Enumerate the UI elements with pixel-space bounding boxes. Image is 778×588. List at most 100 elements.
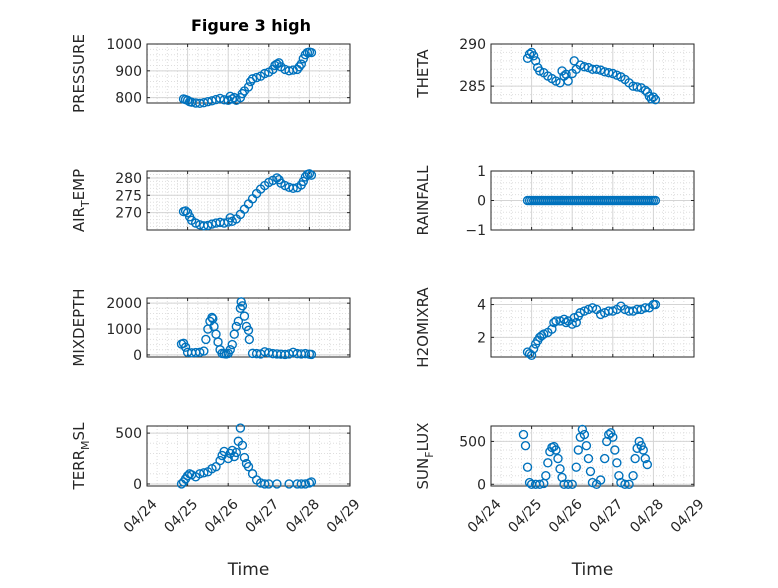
data-point xyxy=(231,447,242,458)
data-point xyxy=(571,317,581,328)
data-point xyxy=(563,479,573,489)
axes-box xyxy=(146,43,351,104)
data-point xyxy=(237,440,248,451)
data-point xyxy=(535,479,545,489)
data-point xyxy=(606,428,616,438)
axes-box xyxy=(146,297,351,358)
data-point xyxy=(229,92,239,103)
data-point xyxy=(640,453,650,464)
y-axis-label-part: PRESSURE xyxy=(70,34,88,113)
axes-box xyxy=(146,425,351,487)
y-axis-label: MIXDEPTH xyxy=(70,288,88,366)
data-point xyxy=(553,453,563,464)
data-point xyxy=(549,317,559,328)
x-tick-label: 04/24 xyxy=(121,496,161,536)
data-point xyxy=(624,479,634,489)
y-axis-label: THETA xyxy=(414,49,432,99)
subplot-theta: 285 290 THETA xyxy=(414,37,695,105)
data-point xyxy=(237,88,248,99)
y-axis-label-part: THETA xyxy=(414,49,432,99)
subplot-sun-flux: 0 500 04/24 04/25 04/26 04/27 04/28 04/29 Time SU… xyxy=(414,423,708,580)
axes-box xyxy=(490,43,695,104)
y-tick-label: 270 xyxy=(115,206,142,222)
data-point xyxy=(551,445,561,455)
data-point xyxy=(555,464,565,474)
data-point xyxy=(571,462,581,472)
y-tick-label: 275 xyxy=(115,188,142,204)
data-point xyxy=(199,468,209,478)
data-point xyxy=(595,475,606,485)
data-point xyxy=(296,59,306,69)
data-point xyxy=(180,342,191,352)
y-tick-label: 1 xyxy=(477,164,486,180)
data-point xyxy=(638,445,648,455)
data-point xyxy=(648,92,659,102)
x-tick-label: 04/29 xyxy=(324,496,364,536)
data-point xyxy=(199,346,209,356)
data-point xyxy=(608,432,618,442)
y-axis-label-part: AIR xyxy=(70,207,88,232)
data-point xyxy=(581,441,592,451)
y-axis-label-part: SL xyxy=(70,422,88,441)
data-point xyxy=(561,317,571,328)
data-point xyxy=(213,337,223,347)
y-tick-label: 280 xyxy=(115,171,142,187)
data-point xyxy=(650,299,661,310)
data-point xyxy=(243,82,254,92)
data-point xyxy=(272,479,282,489)
x-tick-label: 04/27 xyxy=(243,496,283,536)
data-point xyxy=(579,62,590,72)
data-point xyxy=(573,445,583,455)
y-tick-label: 4 xyxy=(477,298,486,314)
y-tick-label: 1000 xyxy=(106,37,142,53)
subplot-mixdepth: 0 1000 2000 MIXDEPTH xyxy=(70,288,351,367)
data-point xyxy=(306,349,317,360)
data-point xyxy=(239,311,250,321)
x-axis-label: Time xyxy=(571,560,614,580)
data-point xyxy=(650,195,661,206)
data-point xyxy=(520,441,531,451)
y-tick-label: −1 xyxy=(465,223,486,239)
data-point xyxy=(577,424,588,435)
data-point xyxy=(237,301,248,311)
data-point xyxy=(567,479,577,489)
y-tick-label: 0 xyxy=(133,477,142,493)
y-axis-label-part: RAINFALL xyxy=(414,165,432,236)
x-axis-label: Time xyxy=(227,560,270,580)
data-point xyxy=(547,324,557,334)
data-point xyxy=(628,471,638,481)
data-point xyxy=(231,321,242,332)
data-point xyxy=(247,74,258,84)
y-tick-label: 800 xyxy=(115,91,142,107)
data-point xyxy=(215,455,225,466)
y-axis-label: RAINFALL xyxy=(414,165,432,236)
data-point xyxy=(239,204,250,214)
data-point xyxy=(236,297,246,307)
subplot-terr-msl: 0 500 04/24 04/25 04/26 04/27 04/28 04/29 Time TE… xyxy=(70,422,364,580)
data-point xyxy=(294,62,304,72)
y-tick-label: 1000 xyxy=(106,322,142,338)
data-point xyxy=(591,64,602,74)
y-tick-label: 2 xyxy=(477,330,486,346)
data-point xyxy=(300,348,311,359)
data-point xyxy=(201,334,211,345)
y-axis-label-part: M xyxy=(79,440,92,450)
data-point xyxy=(646,94,657,104)
data-point xyxy=(306,170,317,180)
data-point xyxy=(243,325,254,336)
data-point xyxy=(528,344,539,354)
data-point xyxy=(585,466,596,477)
data-point xyxy=(207,96,217,106)
data-point xyxy=(306,477,317,487)
data-point xyxy=(599,453,610,464)
data-point xyxy=(227,339,237,350)
data-point xyxy=(304,169,315,179)
y-axis-label-part: SUN xyxy=(414,458,432,490)
y-tick-label: 500 xyxy=(459,434,486,450)
y-axis-label-part: EMP xyxy=(70,169,88,200)
data-point xyxy=(524,477,535,488)
data-point xyxy=(632,82,642,92)
data-point xyxy=(569,56,579,66)
x-tick-label: 04/29 xyxy=(668,496,708,536)
x-tick-label: 04/25 xyxy=(505,496,545,536)
